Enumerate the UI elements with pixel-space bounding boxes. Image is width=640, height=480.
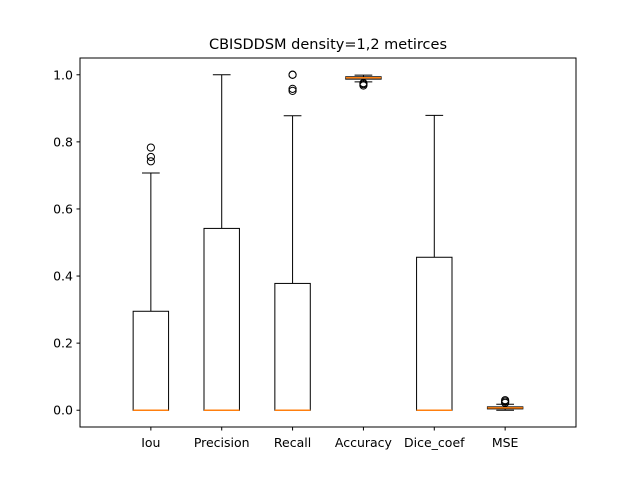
flier-point: [288, 86, 297, 95]
y-tick-label: 0.2: [53, 336, 73, 351]
y-tick-label: 0.6: [53, 201, 73, 216]
box-group: [203, 74, 240, 411]
flier-point: [146, 157, 155, 166]
flier-point: [146, 152, 155, 162]
y-axis: 0.0 0.2 0.4 0.6 0.8 1.0: [53, 67, 80, 418]
x-tick-label: Recall: [274, 435, 311, 450]
axes-frame: [79, 57, 577, 428]
box-group: [274, 70, 311, 411]
box-group: [416, 114, 453, 411]
box: [203, 227, 240, 411]
box: [416, 256, 453, 411]
x-tick-label: Dice_coef: [404, 435, 465, 450]
flier-point: [501, 396, 510, 405]
x-tick-label: Precision: [194, 435, 250, 450]
box: [274, 282, 311, 411]
y-tick-label: 0.8: [53, 134, 73, 149]
x-tick-label: Iou: [141, 435, 160, 450]
chart-title: CBISDDSM density=1,2 metirces: [209, 37, 447, 53]
y-tick-label: 1.0: [53, 67, 73, 82]
flier-point: [359, 79, 368, 88]
x-tick-label: Accuracy: [335, 435, 393, 450]
box: [132, 310, 170, 411]
x-tick-label: MSE: [492, 435, 519, 450]
flier-point: [288, 70, 297, 79]
flier-point: [288, 84, 297, 93]
box-group: [345, 74, 382, 90]
x-axis: Iou Precision Recall Accuracy Dice_coef MSE: [141, 427, 519, 450]
box-group: [132, 143, 170, 411]
y-tick-label: 0.4: [53, 269, 73, 284]
flier-point: [146, 143, 155, 152]
plot-area: [132, 70, 524, 411]
box-group: [486, 396, 524, 411]
y-tick-label: 0.0: [53, 403, 73, 418]
